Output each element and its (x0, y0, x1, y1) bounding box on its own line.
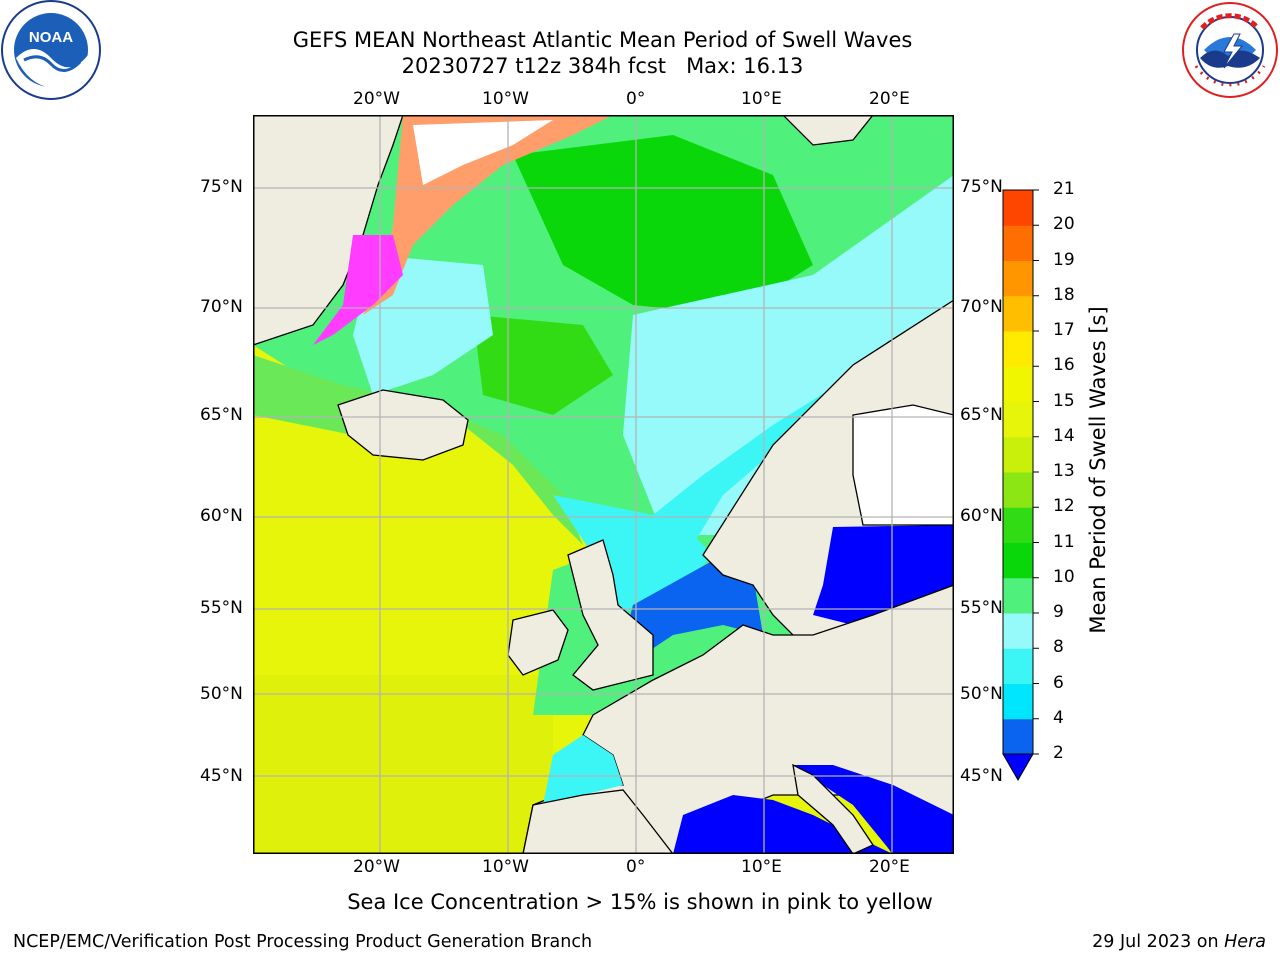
sea-adriatic (793, 765, 954, 854)
colorbar-band (1003, 436, 1033, 473)
lat-label-right-50n: 50°N (960, 684, 1003, 704)
lon-label-bottom-10e: 10°E (741, 857, 782, 877)
lat-label-left-70n: 70°N (200, 297, 243, 317)
lon-label-bottom-10w: 10°W (482, 857, 529, 877)
colorbar-tick-label: 2 (1053, 743, 1064, 763)
colorbar-tick-label: 17 (1053, 320, 1075, 340)
page-title: GEFS MEAN Northeast Atlantic Mean Period… (0, 27, 1205, 79)
colorbar-band (1003, 718, 1033, 755)
colorbar-band (1003, 613, 1033, 649)
footer-left: NCEP/EMC/Verification Post Processing Pr… (13, 932, 593, 952)
colorbar-tick-label: 8 (1053, 637, 1064, 658)
lat-label-left-75n: 75°N (200, 177, 243, 197)
ocean-blue-north-sea (623, 555, 763, 655)
colorbar-tick-label: 14 (1053, 425, 1075, 446)
footer-date: 29 Jul 2023 on (1092, 932, 1225, 952)
lon-label-top-0: 0° (626, 89, 646, 109)
colorbar-tick-label: 10 (1053, 566, 1075, 587)
colorbar-band (1003, 542, 1033, 579)
map-frame (253, 115, 954, 854)
lon-label-top-10w: 10°W (482, 89, 529, 109)
colorbar-under-triangle (1002, 753, 1034, 782)
colorbar-band (1003, 577, 1033, 614)
lat-label-right-60n: 60°N (960, 506, 1003, 526)
colorbar-band (1003, 225, 1033, 261)
colorbar-tick-label: 16 (1053, 355, 1075, 376)
land-great-britain (567, 539, 654, 691)
colorbar-tick-label: 21 (1053, 179, 1075, 199)
colorbar-band (1003, 260, 1033, 297)
sea-mediterranean (673, 795, 893, 854)
lat-label-right-70n: 70°N (960, 297, 1003, 317)
lat-label-right-75n: 75°N (960, 177, 1003, 197)
colorbar-tick-label: 13 (1053, 461, 1075, 481)
map-panel (253, 115, 954, 854)
lat-label-left-45n: 45°N (200, 766, 243, 786)
sea-bothnia-ice-mask (852, 404, 954, 526)
colorbar-tick-label: 6 (1053, 672, 1064, 693)
ocean-transition (253, 355, 583, 545)
noaa-logo: NOAA (1, 0, 101, 100)
colorbar-tick-label: 20 (1053, 214, 1075, 235)
ocean-yellow-south (253, 675, 553, 854)
lat-label-right-45n: 45°N (960, 766, 1003, 786)
lat-label-left-55n: 55°N (200, 598, 243, 618)
lon-label-bottom-20e: 20°E (869, 857, 910, 877)
lon-label-bottom-20w: 20°W (353, 857, 400, 877)
title-line-1: GEFS MEAN Northeast Atlantic Mean Period… (292, 28, 913, 52)
lat-label-left-60n: 60°N (200, 506, 243, 526)
sea-ice-white (413, 120, 553, 185)
colorbar-tick-label: 9 (1053, 602, 1064, 622)
title-line-2: 20230727 t12z 384h fcst Max: 16.13 (401, 54, 804, 78)
colorbar-band (1003, 401, 1033, 438)
land-italy (792, 763, 874, 854)
colorbar-band (1003, 190, 1033, 226)
colorbar-band (1003, 366, 1033, 402)
ocean-dark-green-patch (513, 135, 813, 315)
lat-label-left-65n: 65°N (200, 405, 243, 425)
colorbar-band (1003, 295, 1033, 332)
colorbar-band (1003, 507, 1033, 543)
nws-logo (1182, 2, 1278, 98)
map-gridlines (253, 115, 954, 854)
colorbar-tick-label: 18 (1053, 284, 1075, 305)
colorbar (1002, 189, 1039, 782)
lon-label-bottom-0: 0° (626, 857, 646, 877)
colorbar-band (1003, 472, 1033, 508)
lon-label-top-20e: 20°E (869, 89, 910, 109)
colorbar-band (1003, 683, 1033, 720)
land-svalbard (782, 115, 874, 146)
colorbar-tick-label: 12 (1053, 496, 1075, 517)
footer-host: Hera (1224, 932, 1266, 952)
colorbar-tick-label: 11 (1053, 531, 1075, 552)
colorbar-label: Mean Period of Swell Waves [s] (1086, 306, 1110, 634)
colorbar-tick-label: 15 (1053, 390, 1075, 411)
map-caption: Sea Ice Concentration > 15% is shown in … (347, 890, 933, 914)
ocean-light-cyan (623, 175, 954, 535)
lon-label-top-10e: 10°E (741, 89, 782, 109)
colorbar-tick-label: 19 (1053, 249, 1075, 270)
ocean-bay-of-biscay (543, 735, 623, 805)
noaa-logo-text: NOAA (29, 29, 73, 46)
lat-label-right-55n: 55°N (960, 598, 1003, 618)
lat-label-right-65n: 65°N (960, 405, 1003, 425)
colorbar-band (1003, 331, 1033, 367)
colorbar-tick-label: 4 (1053, 707, 1064, 728)
colorbar-band (1003, 648, 1033, 684)
lat-label-left-50n: 50°N (200, 684, 243, 704)
footer-right: 29 Jul 2023 on Hera (1092, 932, 1266, 952)
land-iceland (337, 389, 469, 461)
lon-label-top-20w: 20°W (353, 89, 400, 109)
ocean-cyan-north-sea (603, 535, 713, 635)
